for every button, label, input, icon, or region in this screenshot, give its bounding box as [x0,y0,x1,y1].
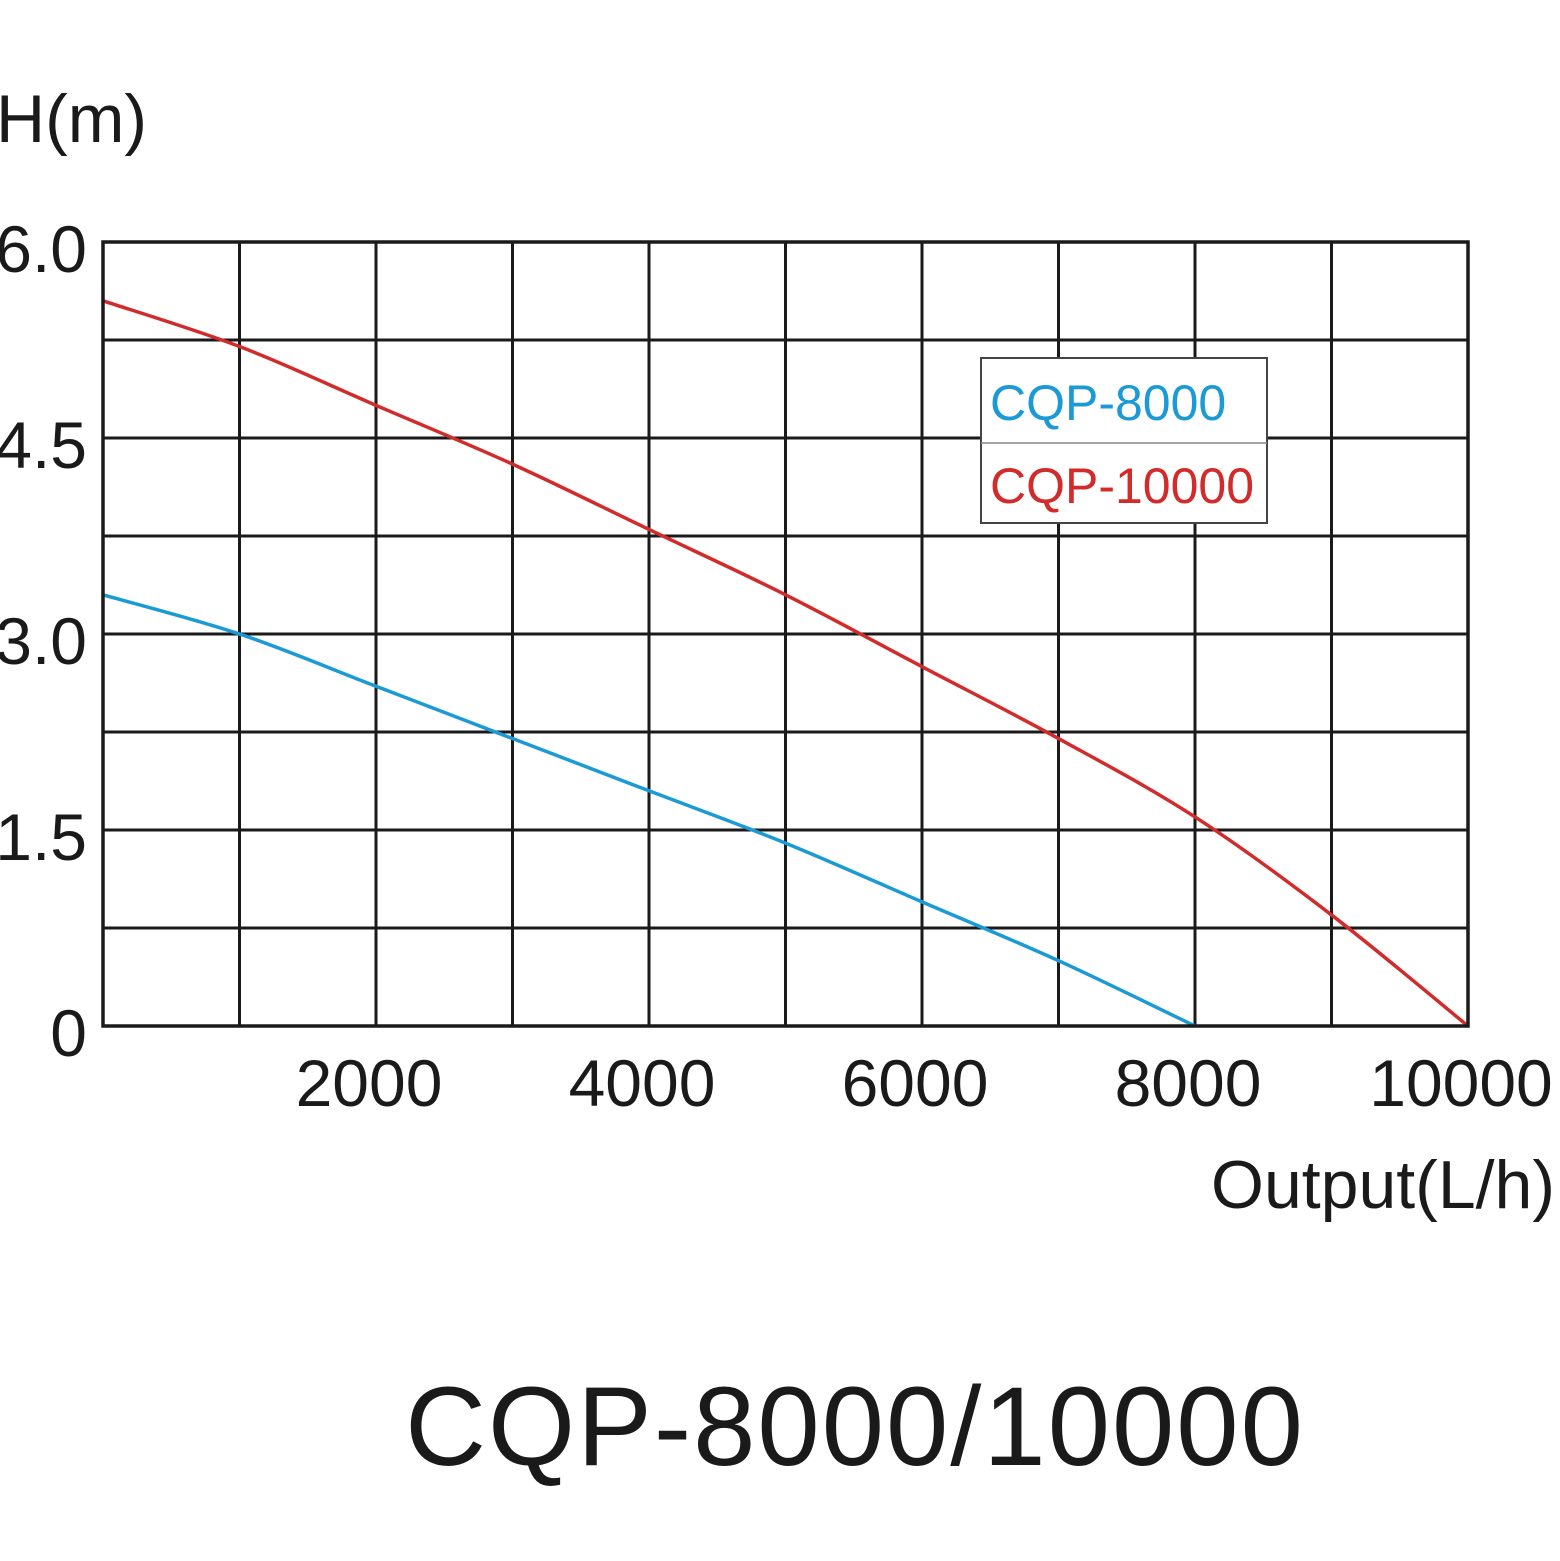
x-tick-label: 8000 [1115,1046,1262,1120]
y-tick-label: 3.0 [0,604,87,678]
y-axis-label: H(m) [0,81,147,157]
y-tick-label: 1.5 [0,800,87,874]
x-tick-label: 10000 [1369,1046,1553,1120]
y-tick-label: 4.5 [0,408,87,482]
legend-box [980,357,1268,524]
y-tick-label: 0 [50,996,87,1070]
x-tick-label: 4000 [569,1046,716,1120]
legend-entry-cqp-8000: CQP-8000 [990,375,1226,431]
chart-title: CQP-8000/10000 [405,1364,1305,1489]
plot-frame [101,240,1470,1028]
grid [103,242,1468,1026]
series-line-cqp-8000 [102,593,1196,1028]
legend: CQP-8000 CQP-10000 [980,357,1268,524]
x-tick-label: 6000 [842,1046,989,1120]
x-tick-labels: 2000 4000 6000 8000 10000 [296,1046,1553,1120]
series-line-cqp-10000 [102,299,1470,1028]
y-tick-label: 6.0 [0,212,87,286]
legend-entry-cqp-10000: CQP-10000 [990,458,1254,514]
x-axis-label: Output(L/h) [1211,1147,1555,1223]
y-tick-labels: 0 1.5 3.0 4.5 6.0 [0,212,87,1070]
x-tick-label: 2000 [296,1046,443,1120]
series-lines [102,299,1470,1028]
